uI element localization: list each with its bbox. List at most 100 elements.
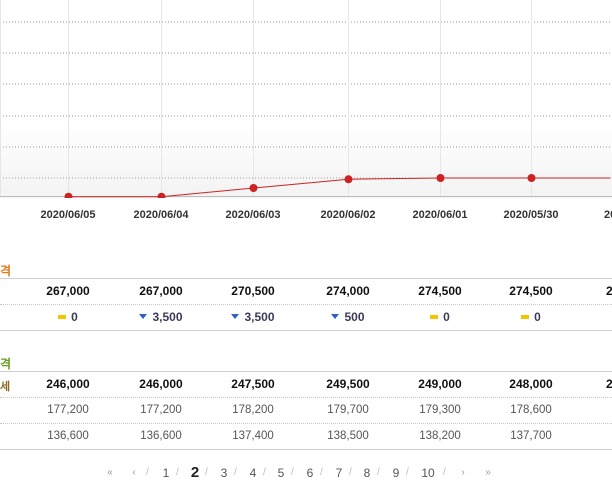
change-cell: 3,500 <box>115 305 207 329</box>
page-separator: / <box>406 467 409 478</box>
page-separator: / <box>291 467 294 478</box>
change-value: 0 <box>443 310 450 324</box>
x-tick-label: 20 <box>604 209 612 221</box>
price-line-chart <box>0 0 612 198</box>
down-arrow-icon <box>331 314 340 320</box>
x-tick-label: 2020/06/03 <box>225 209 281 221</box>
value-cell: 138,500 <box>327 430 369 442</box>
table-row-prices: 267,000 267,000 270,500 274,000 274,500 274,5… <box>0 279 612 303</box>
down-arrow-icon <box>139 314 148 320</box>
data-point[interactable] <box>249 184 258 192</box>
page-link-3[interactable]: 3 <box>220 466 228 480</box>
value-cell: 247,500 <box>231 377 275 391</box>
value-cell: 137,700 <box>510 430 552 442</box>
flat-dash-icon <box>430 314 439 319</box>
price-cell: 267,000 <box>139 284 183 298</box>
value-cell: 178,600 <box>510 404 552 416</box>
value-cell: 246,000 <box>46 377 90 391</box>
x-tick-label: 2020/06/01 <box>412 209 468 221</box>
value-cell: 248,000 <box>509 377 553 391</box>
change-cell: 500 <box>302 305 394 329</box>
section-title-second: 격 <box>0 357 12 371</box>
data-point[interactable] <box>436 174 445 182</box>
data-point[interactable] <box>157 192 166 198</box>
page-separator: / <box>349 467 352 478</box>
page-link-10[interactable]: 10 <box>421 466 435 480</box>
data-point[interactable] <box>527 174 536 182</box>
divider <box>0 449 612 450</box>
price-chart <box>0 0 612 198</box>
value-cell: 249,500 <box>326 377 370 391</box>
prev-page-button[interactable]: ‹ <box>132 467 136 478</box>
table-row-b: 177,200 177,200 178,200 179,700 179,300 178,6… <box>0 398 612 422</box>
divider <box>0 278 612 279</box>
first-page-button[interactable]: « <box>107 467 113 478</box>
change-cell: 3,500 <box>207 305 299 329</box>
divider <box>0 330 612 331</box>
section-title-price: 격 <box>0 264 12 278</box>
page-link-6[interactable]: 6 <box>306 466 314 480</box>
price-cell: 267,000 <box>46 284 90 298</box>
page-separator: / <box>263 467 266 478</box>
divider <box>0 397 612 398</box>
price-cell: 274,000 <box>326 284 370 298</box>
divider <box>0 423 612 424</box>
page-separator: / <box>443 467 446 478</box>
change-cell: 0 <box>22 305 114 329</box>
page-separator: / <box>320 467 323 478</box>
page-link-1[interactable]: 1 <box>162 466 170 480</box>
page-link-9[interactable]: 9 <box>392 466 400 480</box>
page-separator: / <box>146 467 149 478</box>
page-link-5[interactable]: 5 <box>277 466 285 480</box>
value-cell: 179,700 <box>327 404 369 416</box>
divider <box>0 371 612 372</box>
x-tick-label: 2020/05/30 <box>503 209 559 221</box>
data-point[interactable] <box>344 175 353 184</box>
value-cell: 179,300 <box>419 404 461 416</box>
flat-dash-icon <box>521 314 530 319</box>
value-cell: 249,000 <box>418 377 462 391</box>
change-cell: 0 <box>394 305 486 329</box>
next-page-button[interactable]: › <box>461 467 465 478</box>
change-value: 3,500 <box>244 310 275 324</box>
price-cell: 2 <box>606 284 612 298</box>
value-cell: 177,200 <box>47 404 89 416</box>
page-separator: / <box>377 467 380 478</box>
page-separator: / <box>234 467 237 478</box>
page-separator: / <box>176 467 179 478</box>
page-separator: / <box>205 467 208 478</box>
value-cell: 138,200 <box>419 430 461 442</box>
change-value: 500 <box>344 310 365 324</box>
last-page-button[interactable]: » <box>485 467 491 478</box>
value-cell: 137,400 <box>232 430 274 442</box>
change-value: 0 <box>71 310 78 324</box>
change-value: 0 <box>534 310 541 324</box>
data-point[interactable] <box>64 192 73 198</box>
price-cell: 274,500 <box>418 284 462 298</box>
table-row-changes: 0 3,500 3,500 500 0 0 <box>0 305 612 329</box>
change-cell: 0 <box>485 305 577 329</box>
x-tick-label: 2020/06/04 <box>133 209 189 221</box>
page-link-2[interactable]: 2 <box>190 464 200 481</box>
value-cell: 2 <box>606 377 612 391</box>
table-row-c: 136,600 136,600 137,400 138,500 138,200 137,7… <box>0 424 612 448</box>
down-arrow-icon <box>231 314 240 320</box>
page-link-4[interactable]: 4 <box>249 466 257 480</box>
flat-dash-icon <box>58 314 67 319</box>
price-cell: 274,500 <box>509 284 553 298</box>
pagination: « ‹ / 1 / 2 / 3 / 4 / 5 / 6 / 7 / 8 / 9 / 10 / › » <box>0 463 612 483</box>
row-lead-label: 세 <box>0 381 11 393</box>
value-cell: 136,600 <box>47 430 89 442</box>
table-row-a: 246,000 246,000 247,500 249,500 249,000 248,0… <box>0 372 612 396</box>
value-cell: 136,600 <box>140 430 182 442</box>
divider <box>0 304 612 305</box>
x-tick-label: 2020/06/02 <box>320 209 376 221</box>
value-cell: 177,200 <box>140 404 182 416</box>
page-link-7[interactable]: 7 <box>335 466 343 480</box>
change-value: 3,500 <box>152 310 183 324</box>
x-tick-label: 2020/06/05 <box>40 209 96 221</box>
value-cell: 178,200 <box>232 404 274 416</box>
price-cell: 270,500 <box>231 284 275 298</box>
page-link-8[interactable]: 8 <box>363 466 371 480</box>
value-cell: 246,000 <box>139 377 183 391</box>
